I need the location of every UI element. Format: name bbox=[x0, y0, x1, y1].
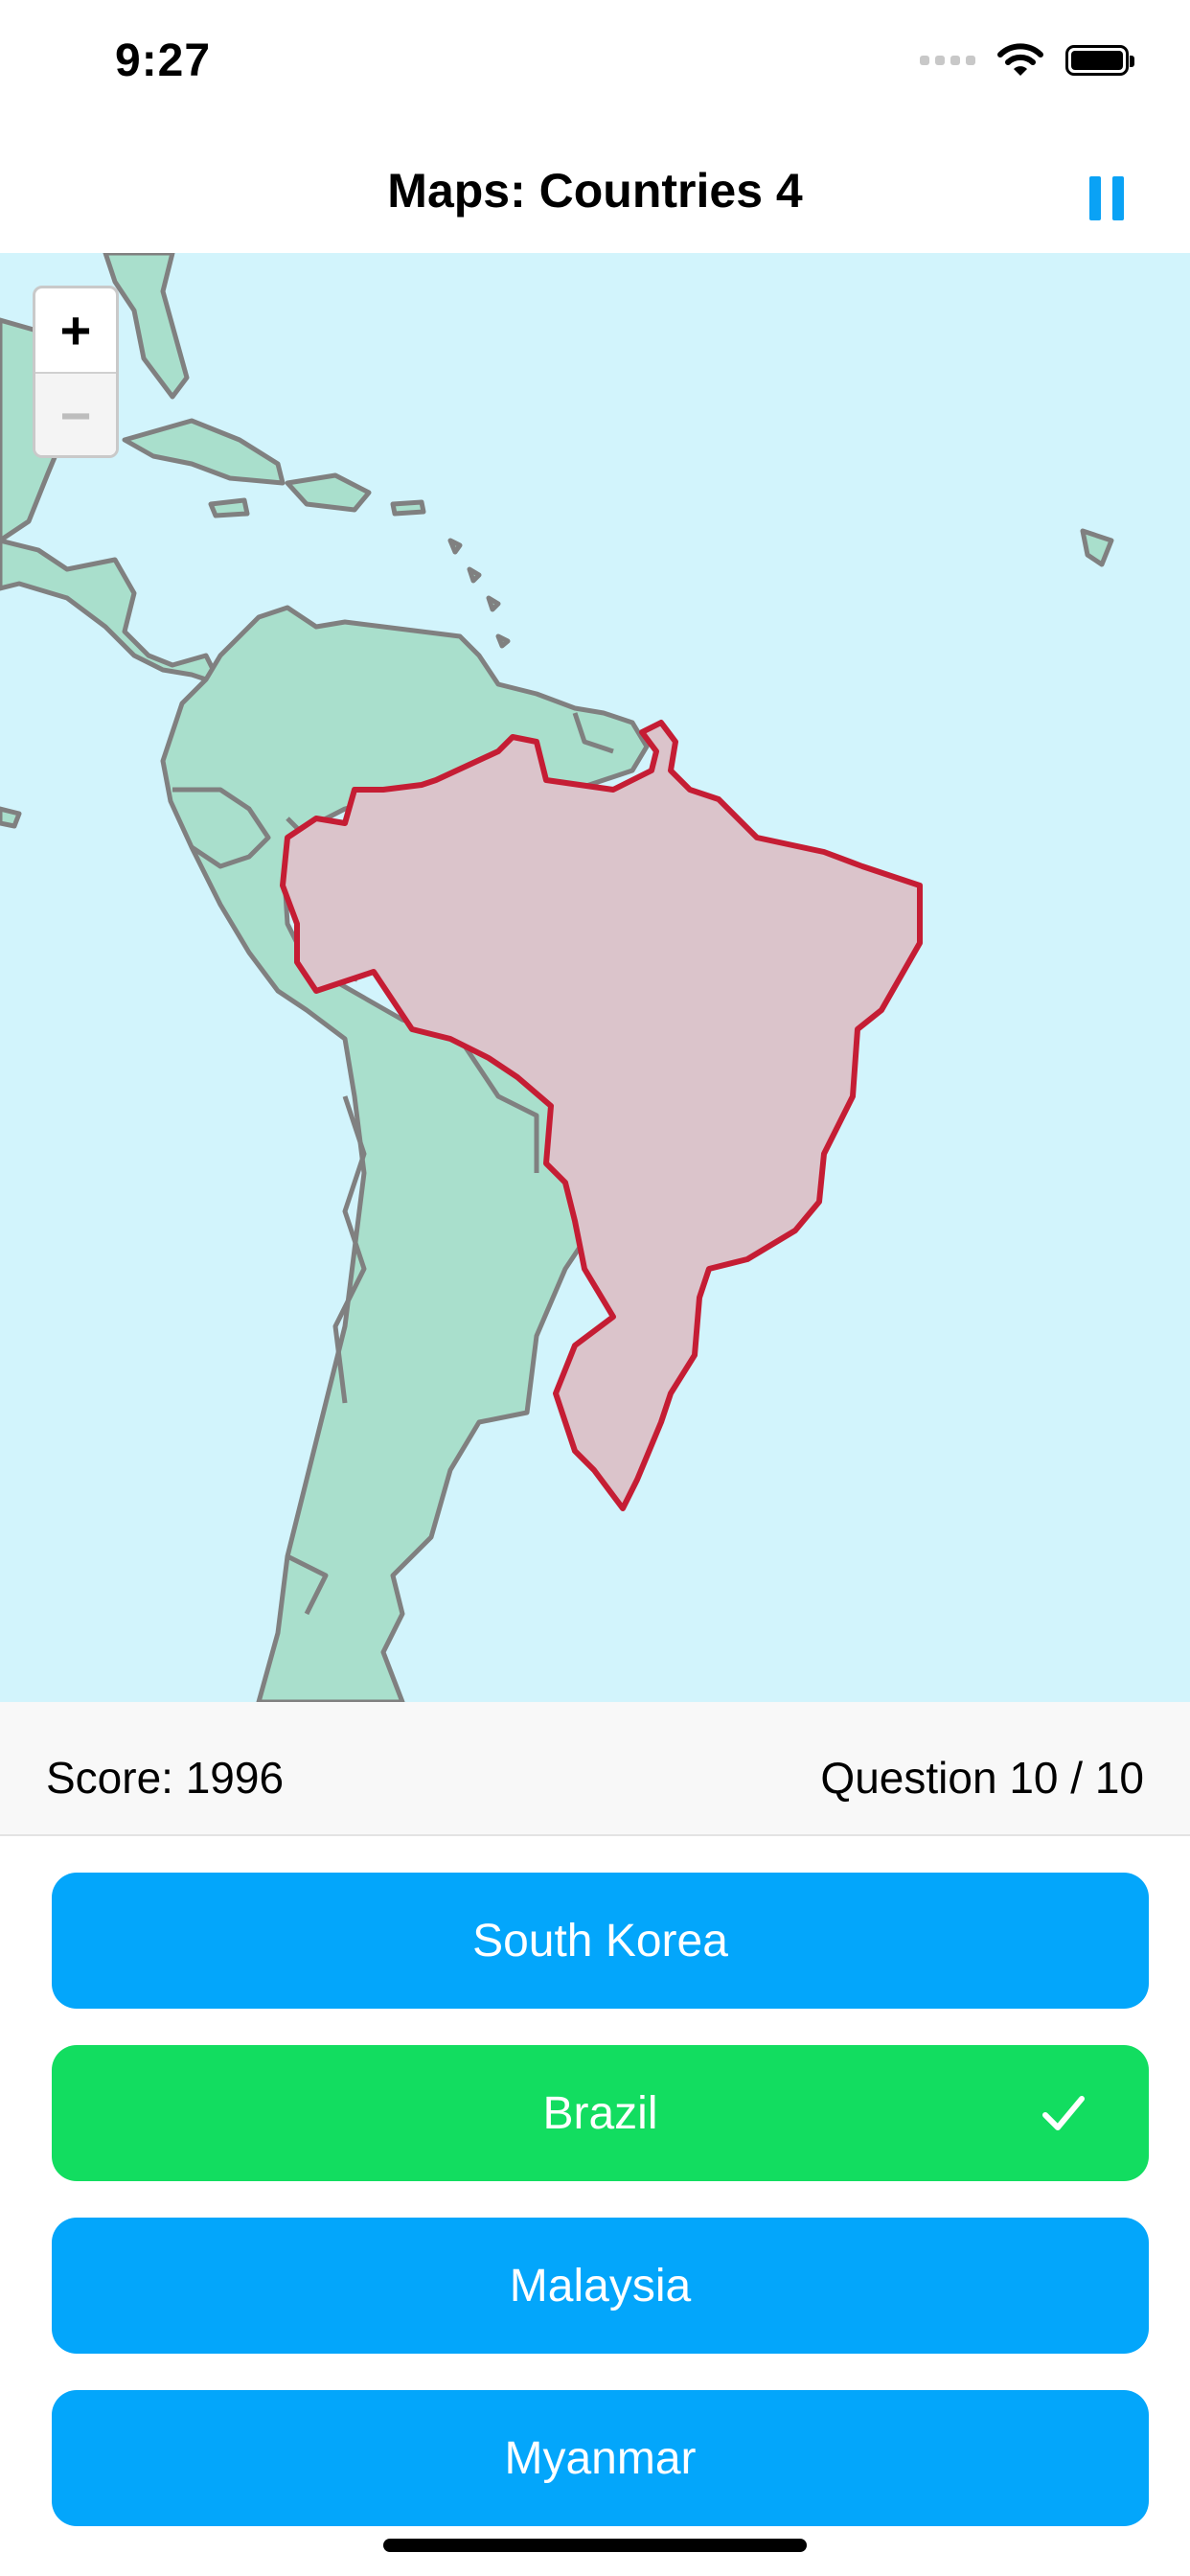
map-brazil-highlight[interactable] bbox=[280, 720, 923, 1511]
status-bar: 9:27 bbox=[0, 0, 1190, 134]
map-galapagos bbox=[0, 806, 22, 829]
score-label: Score: 1996 bbox=[46, 1753, 285, 1803]
answer-button-malaysia[interactable]: Malaysia bbox=[52, 2218, 1149, 2354]
question-counter: Question 10 / 10 bbox=[820, 1753, 1144, 1803]
map-canvas[interactable] bbox=[0, 253, 1190, 1702]
map-cuba bbox=[122, 418, 286, 486]
map-view[interactable]: + − bbox=[0, 253, 1190, 1702]
pause-icon bbox=[1089, 176, 1124, 220]
home-indicator bbox=[383, 2539, 807, 2552]
map-caribbean-islands bbox=[447, 538, 511, 649]
map-puerto-rico bbox=[390, 499, 426, 517]
zoom-in-button[interactable]: + bbox=[35, 288, 116, 374]
zoom-out-button[interactable]: − bbox=[35, 374, 116, 455]
status-icons bbox=[920, 42, 1134, 79]
page-title: Maps: Countries 4 bbox=[387, 164, 803, 218]
map-florida bbox=[103, 253, 190, 400]
status-time: 9:27 bbox=[115, 35, 212, 86]
answer-label: Myanmar bbox=[504, 2432, 697, 2484]
zoom-control: + − bbox=[33, 286, 119, 458]
map-central-america bbox=[0, 538, 223, 687]
answer-label: South Korea bbox=[472, 1915, 728, 1966]
navigation-bar: Maps: Countries 4 bbox=[0, 134, 1190, 254]
answer-button-myanmar[interactable]: Myanmar bbox=[52, 2390, 1149, 2526]
checkmark-icon bbox=[1042, 2096, 1085, 2130]
map-jamaica bbox=[208, 497, 250, 518]
score-bar: Score: 1996 Question 10 / 10 bbox=[0, 1702, 1190, 1836]
pause-button[interactable] bbox=[1073, 165, 1140, 232]
answer-label: Brazil bbox=[542, 2087, 658, 2139]
battery-icon bbox=[1065, 45, 1134, 76]
map-atlantic-islands bbox=[1080, 528, 1114, 567]
answer-button-brazil[interactable]: Brazil bbox=[52, 2045, 1149, 2181]
wifi-icon bbox=[997, 43, 1043, 76]
answer-label: Malaysia bbox=[509, 2260, 692, 2312]
answer-button-south-korea[interactable]: South Korea bbox=[52, 1873, 1149, 2009]
cellular-signal-icon bbox=[920, 56, 975, 65]
map-hispaniola bbox=[285, 472, 372, 513]
